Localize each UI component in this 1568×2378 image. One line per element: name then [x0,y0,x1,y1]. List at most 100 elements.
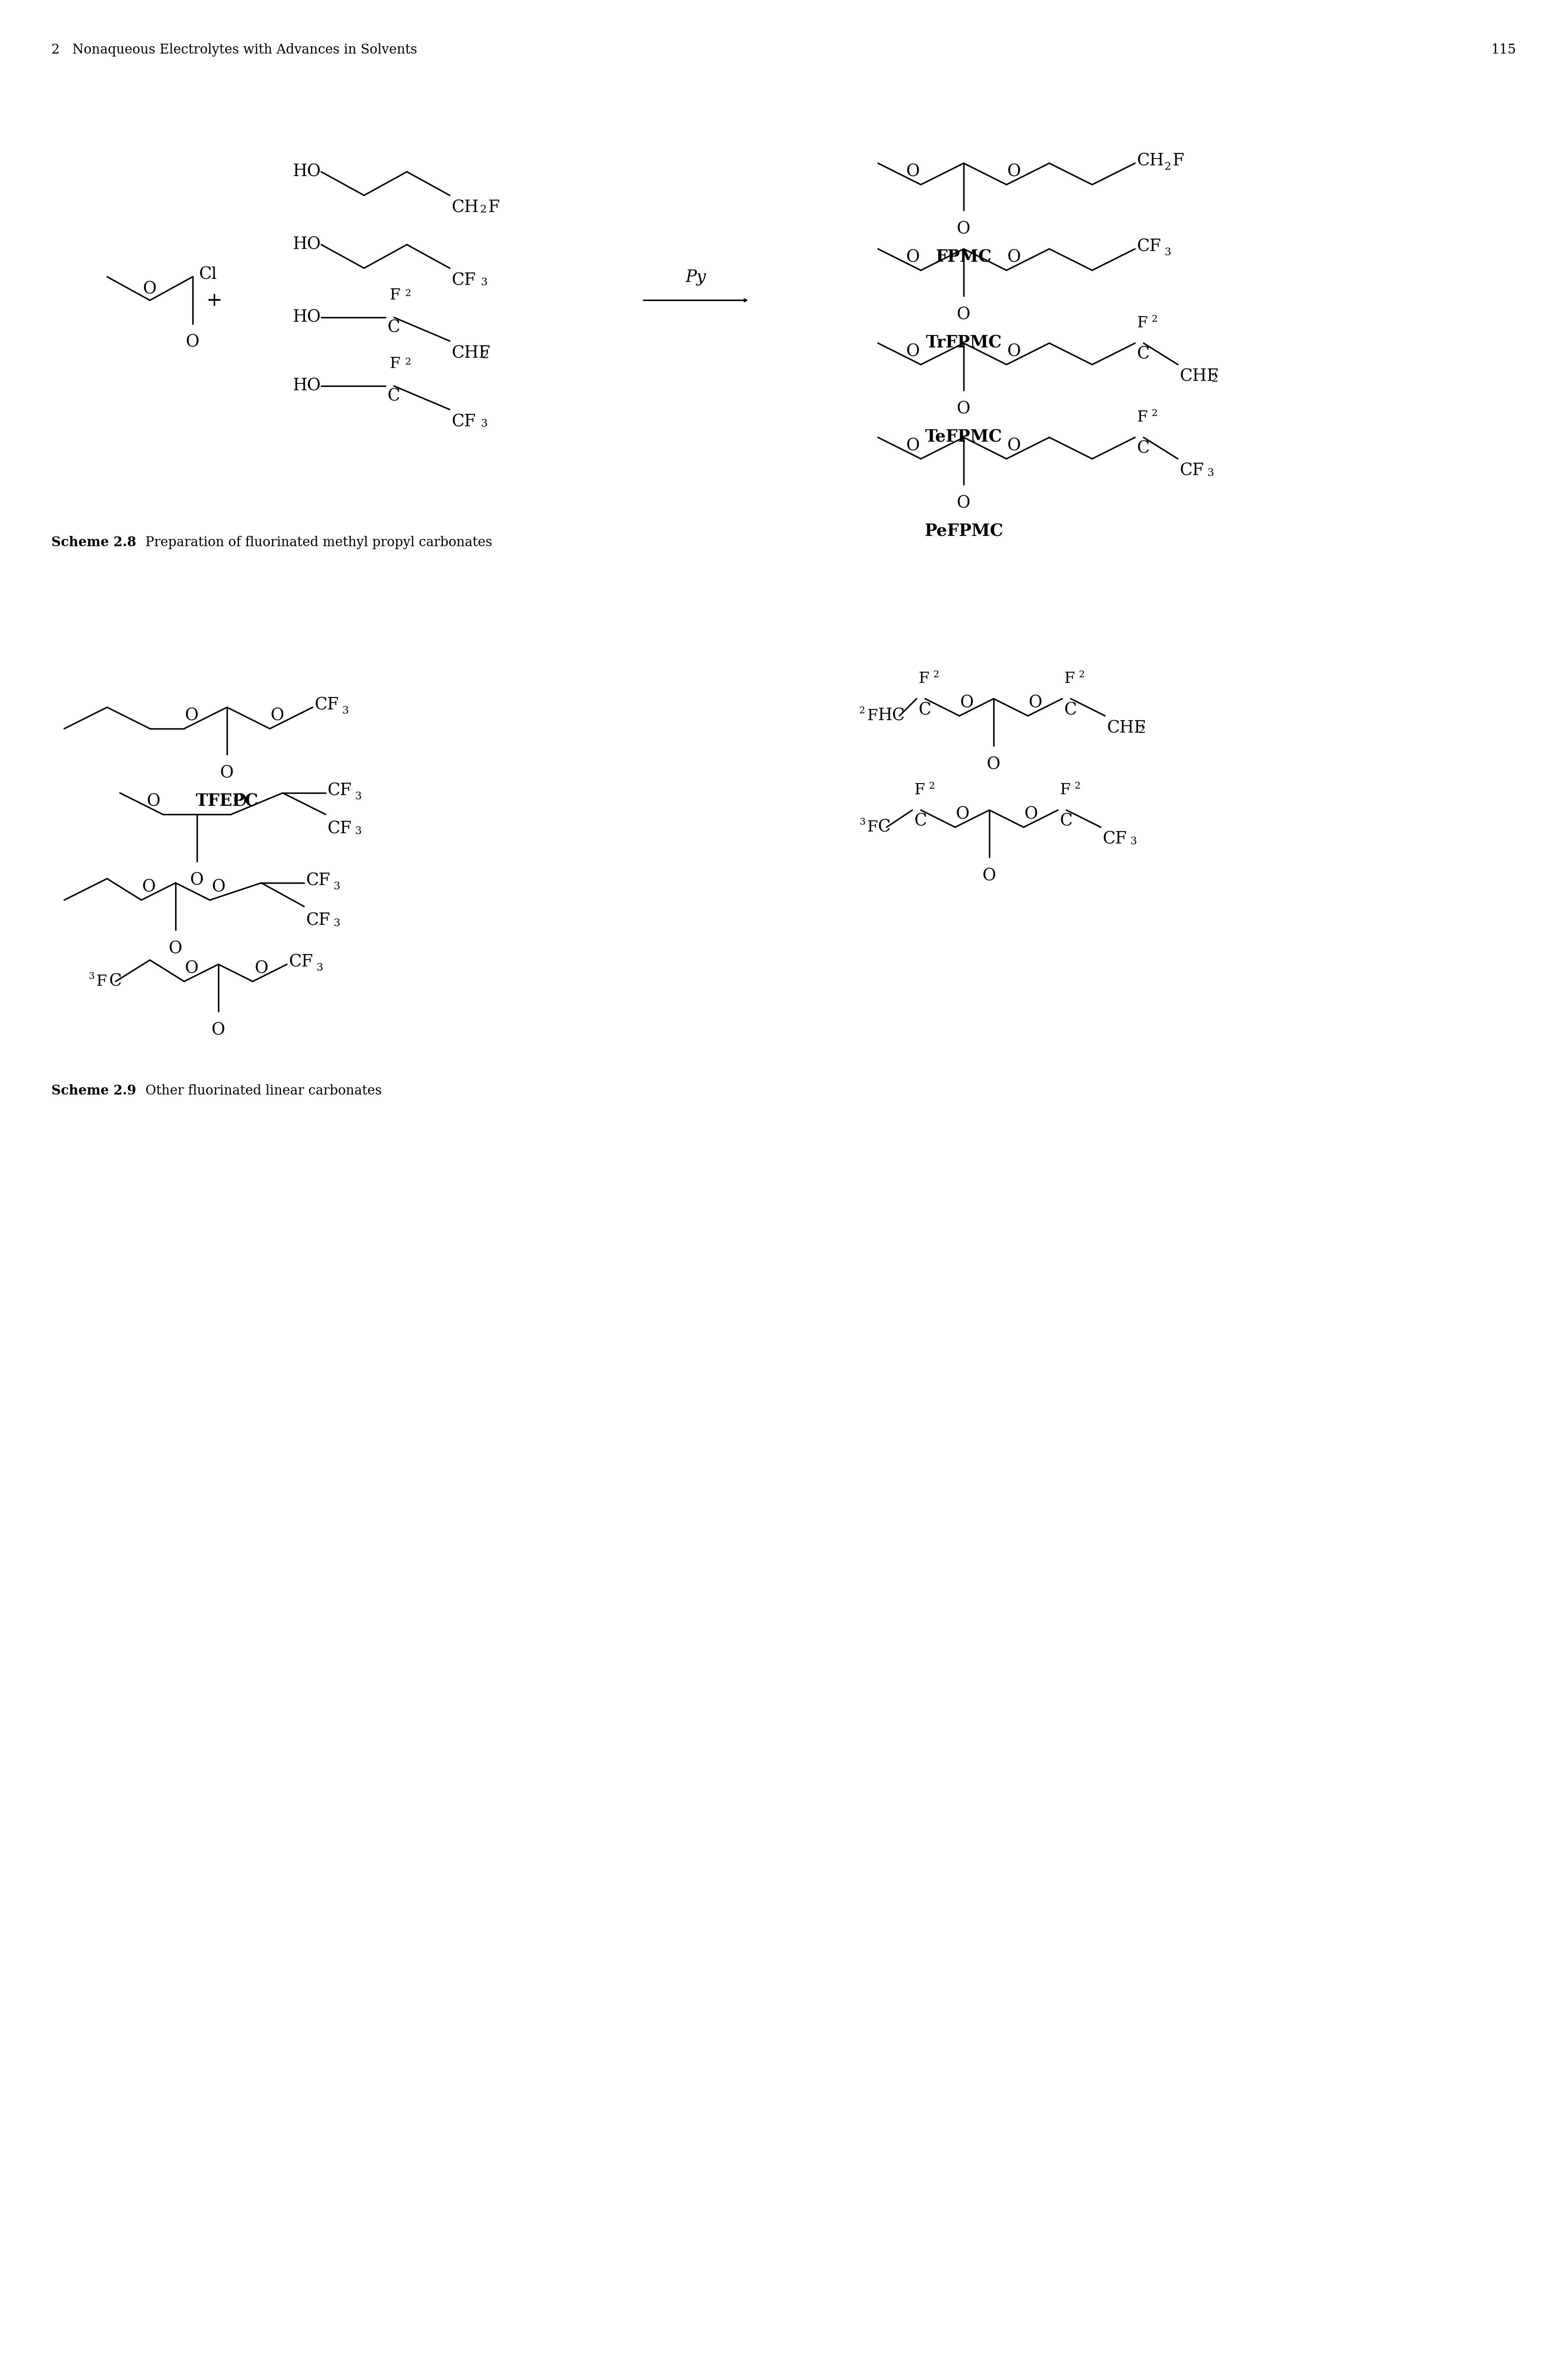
Text: 3: 3 [480,278,488,288]
Text: O: O [1007,250,1021,266]
Text: 2: 2 [1210,373,1218,383]
Text: O: O [906,438,920,454]
Text: O: O [185,961,199,977]
Text: FPMC: FPMC [936,250,991,266]
Text: CF: CF [315,697,339,713]
Text: CHF: CHF [452,345,491,361]
Text: O: O [983,868,996,885]
Text: Scheme 2.8: Scheme 2.8 [52,535,136,549]
Text: Preparation of fluorinated methyl propyl carbonates: Preparation of fluorinated methyl propyl… [136,535,492,549]
Text: O: O [147,794,160,809]
Text: CF: CF [452,414,477,430]
Text: O: O [212,1023,226,1037]
Text: O: O [956,806,969,823]
Text: Scheme 2.9: Scheme 2.9 [52,1084,136,1099]
Text: O: O [1007,164,1021,178]
Text: 2: 2 [1079,671,1085,680]
Text: 3: 3 [859,818,866,828]
Text: 3: 3 [342,706,348,716]
Text: C: C [387,319,400,335]
Text: C: C [1137,440,1149,457]
Text: O: O [220,766,234,780]
Text: 3: 3 [317,963,323,973]
Text: F: F [488,200,500,216]
Text: Other fluorinated linear carbonates: Other fluorinated linear carbonates [136,1084,381,1099]
Text: F: F [1065,671,1076,685]
Text: 2: 2 [1151,409,1157,419]
Text: TeFPMC: TeFPMC [925,428,1002,445]
Text: 3: 3 [334,918,340,927]
Text: F: F [867,709,878,723]
Text: F: F [1137,316,1148,331]
Text: TrFPMC: TrFPMC [925,335,1002,352]
Text: F: F [867,820,878,835]
Text: CF: CF [1137,238,1162,254]
Text: C: C [919,702,931,718]
Text: 2: 2 [481,350,489,361]
Text: 3: 3 [334,882,340,892]
Text: O: O [271,709,284,723]
Text: 3: 3 [88,973,94,982]
Text: CH: CH [1137,152,1165,169]
Text: F: F [1060,782,1071,797]
Text: C: C [914,813,927,830]
Text: O: O [1007,342,1021,359]
Text: 2: 2 [1163,162,1171,171]
Text: HO: HO [293,164,321,181]
Text: O: O [906,164,920,178]
Text: C: C [878,820,891,835]
Text: O: O [986,756,1000,773]
Text: CF: CF [289,954,314,970]
Text: F: F [914,782,925,797]
Text: O: O [185,709,199,723]
Text: CH: CH [452,200,480,216]
Text: O: O [187,335,199,350]
Text: 2: 2 [1138,725,1145,735]
Text: CF: CF [1181,464,1204,478]
Text: CF: CF [452,273,477,288]
Text: 2   Nonaqueous Electrolytes with Advances in Solvents: 2 Nonaqueous Electrolytes with Advances … [52,43,417,57]
Text: O: O [906,250,920,266]
Text: O: O [1024,806,1038,823]
Text: 3: 3 [354,792,362,801]
Text: O: O [169,942,182,956]
Text: HC: HC [878,709,905,723]
Text: CHF: CHF [1181,369,1218,385]
Text: CF: CF [306,873,331,889]
Text: 3: 3 [1207,468,1214,478]
Text: TFEPC: TFEPC [196,792,259,809]
Text: CF: CF [328,820,351,837]
Text: O: O [234,794,248,809]
Text: CF: CF [306,913,331,930]
Text: CF: CF [328,782,351,799]
Text: 2: 2 [859,706,866,716]
Text: HO: HO [293,378,321,395]
Text: F: F [96,975,107,989]
Text: 2: 2 [1074,782,1080,792]
Text: O: O [956,307,971,323]
Text: C: C [387,388,400,404]
Text: 2: 2 [1151,314,1157,323]
Text: 3: 3 [1163,247,1171,257]
Text: 3: 3 [1131,837,1137,847]
Text: O: O [906,342,920,359]
Text: C: C [1065,702,1077,718]
Text: O: O [956,495,971,511]
Text: O: O [212,880,226,894]
Text: F: F [390,288,400,302]
Text: 2: 2 [405,357,411,366]
Text: HO: HO [293,238,321,252]
Text: Cl: Cl [199,266,216,283]
Text: 2: 2 [405,288,411,297]
Text: C: C [1060,813,1073,830]
Text: 3: 3 [480,419,488,428]
Text: F: F [1173,152,1184,169]
Text: O: O [143,880,155,894]
Text: O: O [956,402,971,416]
Text: O: O [1029,694,1043,711]
Text: CF: CF [1102,832,1127,847]
Text: 3: 3 [354,828,362,837]
Text: HO: HO [293,309,321,326]
Text: O: O [143,281,157,297]
Text: 2: 2 [480,205,486,214]
